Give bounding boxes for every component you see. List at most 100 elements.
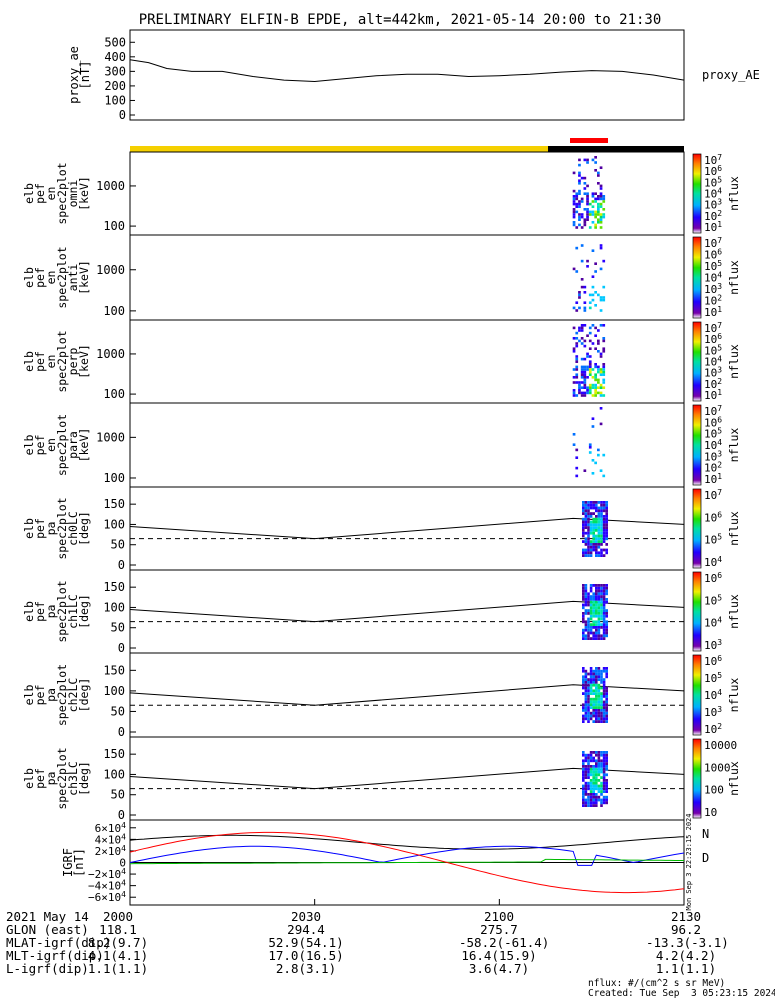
perp-pixel: [594, 363, 597, 366]
omni-pixel: [583, 158, 587, 162]
omni-pixel: [586, 195, 589, 198]
ch0LC-pixel: [597, 545, 601, 549]
anti-colorbar-title: nflux: [727, 260, 741, 295]
ch0LC-pixel: [589, 526, 593, 529]
ch1LC-pixel: [587, 620, 590, 624]
created-timestamp: Created: Tue Sep 3 05:23:15 2024: [588, 988, 775, 999]
ch0LC-pixel: [605, 517, 608, 521]
proxy-ae-ytick-label: 0: [119, 108, 126, 122]
para-pixel: [588, 443, 592, 446]
ch1LC-pixel: [605, 609, 608, 612]
ch0LC-pixel: [589, 548, 593, 552]
ch1LC-pixel: [602, 623, 606, 626]
ch3LC-pixel: [589, 765, 593, 768]
anti-pixel: [572, 267, 576, 271]
footer-value: 4.1(4.1): [87, 948, 149, 963]
ch2LC-pixel: [602, 717, 606, 721]
ch1LC-pixel: [597, 603, 601, 607]
omni-pixel: [572, 221, 576, 224]
ch3LC-pixel: [595, 762, 598, 765]
ch2LC-pixel: [587, 683, 590, 687]
ch0LC-axis-label: spec2plot: [55, 497, 69, 559]
ch1LC-pixel: [597, 586, 601, 590]
proxy-ae-legend: proxy_AE: [702, 68, 760, 82]
ch0LC-pixel: [587, 501, 590, 504]
ch1LC-pixel: [602, 634, 606, 638]
anti-pixel: [575, 270, 579, 273]
ch2LC-pixel: [600, 672, 603, 676]
ch0LC-pixel: [602, 509, 606, 513]
ch2LC-pixel: [584, 711, 588, 715]
ch1LC-pixel: [589, 606, 593, 610]
ch0LC-pixel: [589, 531, 593, 535]
ch2LC-pixel: [587, 709, 590, 712]
igrf-legend-n: N: [702, 827, 709, 841]
omni-pixel: [591, 200, 595, 203]
ch3LC-pixel: [605, 801, 608, 805]
ch2LC-pixel: [582, 681, 585, 684]
ch1LC-pixel: [595, 637, 598, 640]
ch2LC-pixel: [600, 681, 603, 684]
omni-pixel: [586, 213, 589, 216]
anti-pixel: [591, 298, 595, 302]
ch1LC-pixel: [602, 620, 606, 624]
ch0LC-pixel: [587, 540, 590, 543]
ch1LC-pixel: [600, 626, 603, 629]
omni-pixel: [578, 218, 581, 221]
ch2LC-pixel: [582, 709, 585, 712]
ch3LC-pixel: [602, 759, 606, 763]
ch3LC-pixel: [592, 776, 595, 779]
ch3LC-pixel: [589, 781, 593, 785]
omni-pixel: [586, 215, 589, 219]
ch0LC-colorbar-title: nflux: [727, 511, 741, 546]
perp-pixel: [575, 355, 579, 358]
igrf-legend-d: D: [702, 851, 709, 865]
ch3LC-pixel: [597, 773, 601, 777]
ch1LC-pixel: [587, 623, 590, 626]
ch1LC-pixel: [582, 598, 585, 601]
omni-colorbar-label: 102: [704, 209, 722, 223]
ch1LC-pixel: [605, 628, 608, 632]
ch1LC-pixel: [584, 609, 588, 612]
ch0LC-pixel: [582, 548, 585, 552]
anti-pixel: [572, 306, 576, 310]
ch2LC-pixel: [602, 669, 606, 673]
perp-pixel: [578, 339, 581, 343]
perp-pixel: [588, 383, 592, 387]
ch0LC-pixel: [582, 506, 585, 510]
ch3LC-ytick-label: 50: [111, 788, 125, 802]
ch1LC-pixel: [592, 592, 595, 596]
ch2LC-pixel: [600, 706, 603, 709]
anti-pixel: [599, 309, 603, 312]
ch2LC-pixel: [602, 667, 606, 670]
ch1LC-pixel: [597, 584, 601, 587]
ch2LC-pixel: [597, 700, 601, 704]
ch2LC-pixel: [589, 689, 593, 693]
ch2LC-pixel: [595, 711, 598, 715]
perp-pixel: [602, 337, 606, 340]
anti-axis-label: pef: [33, 267, 47, 288]
ch1LC-pixel: [589, 609, 593, 612]
ch0LC-pixel: [589, 506, 593, 510]
omni-pixel: [602, 215, 606, 219]
ch3LC-pixel: [587, 804, 590, 807]
anti-pixel: [602, 298, 606, 302]
ch3LC-pixel: [595, 795, 598, 799]
ch3LC-ytick-label: 100: [103, 767, 125, 781]
perp-pixel: [594, 391, 597, 395]
para-pixel: [602, 453, 606, 457]
ch2LC-pixel: [584, 689, 588, 693]
perp-pixel: [575, 373, 579, 376]
perp-pixel: [602, 386, 606, 389]
ch3LC-pixel: [584, 753, 588, 757]
ch3LC-pixel: [602, 756, 606, 760]
omni-pixel: [575, 205, 579, 208]
ch2LC-axis-label: elb: [22, 685, 36, 706]
ch2LC-pixel: [600, 678, 603, 681]
ch1LC-pixel: [592, 609, 595, 612]
ch3LC-pixel: [587, 756, 590, 760]
ch1LC-pixel: [600, 586, 603, 590]
perp-pixel: [578, 391, 581, 395]
perp-pixel: [580, 342, 584, 345]
proxy-ae-axis-label: proxy_ae: [67, 46, 81, 104]
